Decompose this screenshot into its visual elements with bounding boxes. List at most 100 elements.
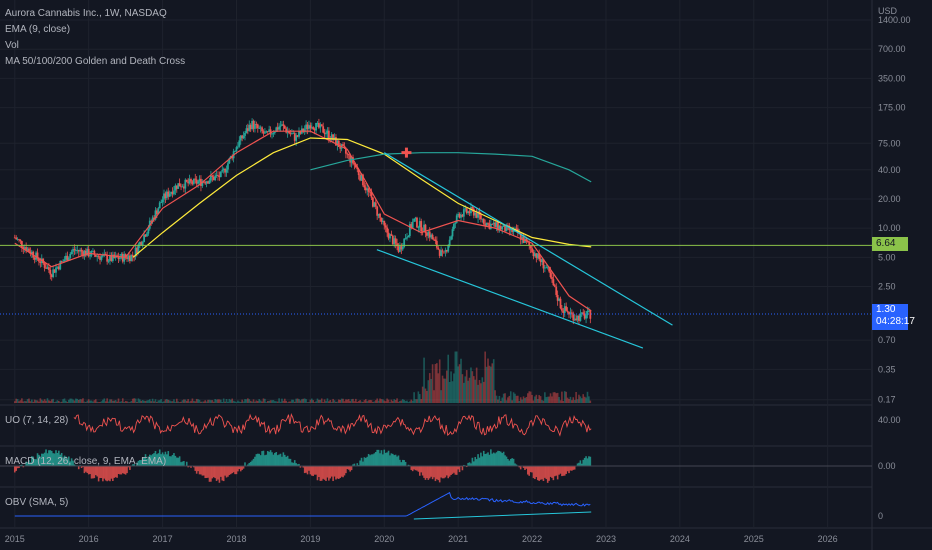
- macd-bar: [25, 461, 27, 466]
- legend-ma-cross[interactable]: MA 50/100/200 Golden and Death Cross: [5, 56, 186, 67]
- candle-body: [39, 261, 42, 263]
- macd-bar: [451, 466, 454, 474]
- candle-body: [245, 128, 248, 133]
- volume-bar: [285, 400, 288, 403]
- candle-body: [444, 250, 447, 252]
- candle-body: [86, 248, 89, 256]
- volume-bar: [374, 400, 377, 403]
- volume-bar: [588, 396, 590, 403]
- volume-bar: [546, 396, 549, 403]
- volume-bar: [136, 401, 138, 403]
- candle-body: [457, 214, 460, 216]
- volume-bar: [359, 400, 361, 403]
- volume-bar: [500, 400, 502, 403]
- macd-bar: [374, 452, 377, 466]
- candle-body: [211, 175, 214, 177]
- volume-bar: [83, 401, 86, 403]
- candle-body: [234, 150, 236, 152]
- candle-body: [77, 250, 80, 252]
- macd-bar: [66, 458, 69, 466]
- volume-bar: [220, 399, 222, 403]
- macd-bar: [500, 451, 502, 466]
- candle-body: [55, 267, 57, 273]
- volume-bar: [181, 400, 184, 403]
- candle-body: [241, 135, 244, 139]
- candle-body: [259, 127, 262, 129]
- macd-bar: [228, 466, 231, 475]
- volume-bar: [554, 392, 556, 403]
- uo-label[interactable]: UO (7, 14, 28): [5, 415, 69, 426]
- candle-body: [573, 318, 576, 321]
- candle-body: [426, 233, 428, 236]
- macd-bar: [441, 466, 444, 479]
- candle-body: [137, 244, 140, 253]
- macd-bar: [467, 462, 469, 466]
- candle-body: [366, 188, 369, 191]
- macd-bar: [518, 466, 521, 468]
- candle-body: [563, 306, 566, 313]
- candle-body: [407, 235, 410, 238]
- candle-body: [252, 120, 255, 129]
- volume-bar: [119, 401, 121, 403]
- macd-bar: [563, 466, 566, 476]
- candle-body: [59, 261, 62, 270]
- candle-body: [448, 239, 451, 246]
- macd-bar: [281, 456, 283, 466]
- volume-bar: [210, 400, 212, 403]
- macd-bar: [276, 455, 279, 466]
- price-tick: 20.00: [878, 194, 901, 204]
- volume-bar: [581, 398, 583, 403]
- volume-bar: [376, 398, 378, 403]
- macd-bar: [160, 454, 162, 466]
- candle-body: [271, 133, 273, 135]
- macd-bar: [120, 466, 123, 475]
- volume-bar: [121, 398, 124, 403]
- time-tick-2020: 2020: [374, 534, 394, 544]
- macd-bar: [463, 464, 465, 466]
- macd-bar: [28, 460, 30, 466]
- macd-bar: [515, 464, 518, 466]
- macd-bar: [508, 460, 511, 466]
- volume-bars: [13, 351, 592, 403]
- volume-bar: [75, 398, 77, 403]
- volume-bar: [150, 401, 153, 403]
- candle-body: [424, 224, 427, 234]
- volume-bar: [82, 398, 84, 403]
- volume-bar: [396, 398, 398, 403]
- volume-bar: [19, 400, 22, 403]
- legend-ema[interactable]: EMA (9, close): [5, 24, 71, 35]
- candle-body: [36, 252, 39, 259]
- macd-bar: [274, 452, 276, 466]
- macd-bar: [224, 466, 226, 476]
- volume-bar: [237, 400, 239, 403]
- volume-bar: [31, 399, 33, 403]
- macd-bar: [438, 466, 441, 483]
- price-tick: 10.00: [878, 223, 901, 233]
- candle-body: [79, 249, 82, 252]
- volume-bar: [208, 399, 211, 403]
- volume-bar: [190, 400, 192, 403]
- volume-bar: [139, 399, 141, 403]
- candle-body: [460, 214, 462, 218]
- macd-bar: [541, 466, 543, 480]
- candle-body: [197, 181, 200, 184]
- volume-bar: [193, 400, 195, 403]
- macd-bar: [514, 463, 516, 466]
- macd-bar: [239, 466, 242, 472]
- volume-bar: [335, 401, 337, 403]
- volume-bar: [484, 351, 486, 403]
- macd-bar: [73, 464, 76, 466]
- legend-vol[interactable]: Vol: [5, 40, 19, 51]
- obv-label[interactable]: OBV (SMA, 5): [5, 497, 69, 508]
- volume-bar: [50, 399, 53, 403]
- volume-bar: [337, 399, 340, 403]
- macd-bar: [45, 449, 47, 466]
- macd-bar: [146, 458, 148, 466]
- volume-bar: [299, 400, 302, 403]
- candle-body: [146, 233, 148, 237]
- macd-bar: [347, 466, 350, 470]
- volume-bar: [77, 399, 80, 403]
- volume-bar: [66, 401, 69, 403]
- macd-label[interactable]: MACD (12, 26, close, 9, EMA, EMA): [5, 456, 167, 467]
